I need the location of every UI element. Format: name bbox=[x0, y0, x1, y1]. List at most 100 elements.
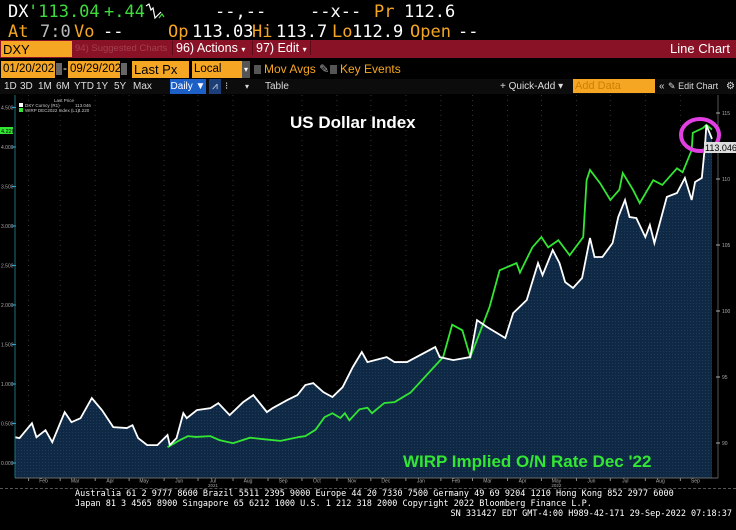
checkbox-icon bbox=[330, 65, 337, 75]
sparkline-icon bbox=[145, 3, 165, 20]
bid-ask-size: --x-- bbox=[310, 2, 362, 22]
legend-swatch-dxy bbox=[19, 103, 23, 107]
add-data-input[interactable]: Add Data bbox=[573, 79, 655, 93]
period-button-6m[interactable]: 6M bbox=[56, 81, 70, 92]
calendar-icon[interactable] bbox=[56, 63, 62, 75]
chevron-down-icon: ▾ bbox=[241, 45, 246, 54]
open-interest-value: -- bbox=[458, 22, 479, 42]
y-left-tick-label: 1.000 bbox=[1, 382, 14, 388]
edit-label: 97) Edit bbox=[256, 41, 300, 55]
period-button-1d[interactable]: 1D bbox=[4, 81, 17, 92]
x-tick-label: Jun bbox=[587, 479, 595, 485]
y-left-tick-label: 3.500 bbox=[1, 185, 14, 191]
actions-menu[interactable]: 96) Actions ▾ bbox=[172, 41, 248, 55]
high-label: Hi bbox=[252, 22, 273, 42]
line-chart-icon[interactable]: ⩘ bbox=[209, 79, 221, 94]
open-interest-label: Open bbox=[410, 22, 451, 42]
wirp-last-tag-text: 4.220 bbox=[1, 129, 15, 135]
command-bar bbox=[0, 40, 736, 58]
y-right-tick-label: 100 bbox=[722, 309, 731, 315]
y-left-tick-label: 4.000 bbox=[1, 145, 14, 151]
x-tick-label: Sep bbox=[691, 479, 700, 485]
period-button-ytd[interactable]: YTD bbox=[74, 81, 94, 92]
legend-value-wirp: 4.220 bbox=[78, 108, 90, 113]
period-button-1y[interactable]: 1Y bbox=[96, 81, 109, 92]
y-left-tick-label: 2.500 bbox=[1, 264, 14, 270]
chevron-down-icon[interactable]: ▾ bbox=[245, 82, 250, 91]
ticker: DX bbox=[8, 2, 29, 22]
x-tick-label: Mar bbox=[483, 479, 492, 485]
dxy-area-fill bbox=[15, 125, 712, 479]
chart-type-label: Line Chart bbox=[670, 41, 730, 56]
y-right-tick-label: 110 bbox=[722, 177, 730, 183]
x-tick-label: Jan bbox=[417, 479, 425, 485]
footer-session: SN 331427 EDT GMT-4:00 H989-42-171 29-Se… bbox=[450, 509, 732, 519]
chevron-down-icon[interactable]: ▾ bbox=[242, 61, 250, 78]
dxy-series-line bbox=[14, 124, 713, 447]
y-left-tick-label: 0.000 bbox=[1, 461, 14, 467]
actions-label: 96) Actions bbox=[176, 41, 238, 55]
legend-header: Last Price bbox=[54, 98, 75, 103]
quick-add-button[interactable]: + Quick-Add ▾ bbox=[500, 81, 564, 92]
x-year-label: 2022 bbox=[551, 483, 562, 488]
suggested-charts-button[interactable]: 94) Suggested Charts bbox=[75, 43, 168, 54]
edit-menu[interactable]: 97) Edit ▾ bbox=[252, 41, 311, 55]
x-tick-label: Feb bbox=[39, 479, 48, 485]
y-left-tick-label: 2.000 bbox=[1, 303, 14, 309]
footer-contacts-1: Australia 61 2 9777 8600 Brazil 5511 239… bbox=[75, 489, 674, 499]
legend-swatch-wirp bbox=[19, 108, 23, 112]
period-button-max[interactable]: Max bbox=[133, 81, 152, 92]
legend-entry-dxy: DXY Curncy (R1) bbox=[25, 103, 60, 108]
edit-chart-button[interactable]: ✎ Edit Chart bbox=[668, 79, 718, 94]
crosshair-icon[interactable]: ⁝ bbox=[225, 81, 229, 92]
x-tick-label: May bbox=[139, 479, 149, 485]
y-right-tick-label: 95 bbox=[722, 375, 728, 381]
at-label: At bbox=[8, 22, 29, 42]
security-input[interactable]: DXY Curncy bbox=[1, 41, 72, 74]
footer-divider bbox=[0, 488, 736, 489]
checkbox-icon bbox=[254, 65, 261, 75]
x-tick-label: Aug bbox=[656, 479, 665, 485]
period-button-5y[interactable]: 5Y bbox=[114, 81, 127, 92]
gear-icon[interactable]: ⚙ bbox=[726, 81, 735, 92]
x-tick-label: Aug bbox=[244, 479, 253, 485]
volume-value: -- bbox=[103, 22, 124, 42]
y-right-tick-label: 105 bbox=[722, 243, 731, 249]
wirp-last-tag bbox=[0, 127, 13, 134]
mov-avgs-toggle[interactable]: Mov Avgs ✎ bbox=[254, 62, 329, 76]
at-value: 7:0 bbox=[40, 22, 71, 42]
period-button-1m[interactable]: 1M bbox=[38, 81, 52, 92]
price-change: +.44 bbox=[104, 2, 145, 22]
x-tick-label: Apr bbox=[519, 479, 527, 485]
last-price: '113.04 bbox=[28, 2, 100, 22]
x-tick-label: May bbox=[552, 479, 562, 485]
y-left-tick-label: 1.500 bbox=[1, 343, 14, 349]
x-tick-label: Apr bbox=[106, 479, 114, 485]
prev-value: 112.6 bbox=[404, 2, 456, 22]
table-button[interactable]: Table bbox=[265, 81, 289, 92]
footer-contacts-2: Japan 81 3 4565 8900 Singapore 65 6212 1… bbox=[75, 499, 592, 509]
key-events-label: Key Events bbox=[340, 62, 401, 76]
prev-label: Pr bbox=[374, 2, 395, 22]
legend-value-dxy: 113.046 bbox=[75, 103, 91, 108]
volume-label: Vo bbox=[74, 22, 95, 42]
currency-select[interactable]: Local CCY bbox=[192, 61, 242, 92]
y-left-tick-label: 3.000 bbox=[1, 224, 14, 230]
y-right-tick-label: 90 bbox=[722, 441, 728, 447]
y-right-tick-label: 115 bbox=[722, 111, 730, 117]
collapse-icon[interactable]: « bbox=[659, 81, 665, 92]
end-date-input[interactable]: 09/29/2022 bbox=[68, 61, 128, 78]
start-date-input[interactable]: 01/20/2021 bbox=[1, 61, 61, 78]
key-events-toggle[interactable]: Key Events bbox=[330, 62, 401, 76]
date-separator: - bbox=[63, 61, 67, 75]
period-button-3d[interactable]: 3D bbox=[20, 81, 33, 92]
field-select[interactable]: Last Px bbox=[132, 61, 189, 78]
chart-title: US Dollar Index bbox=[290, 113, 416, 132]
x-tick-label: Jul bbox=[622, 479, 628, 485]
dxy-last-tag-text: 113.046 bbox=[705, 143, 736, 153]
calendar-icon[interactable] bbox=[121, 63, 127, 75]
bid-ask: --,-- bbox=[215, 2, 267, 22]
frequency-select[interactable]: Daily ▼ bbox=[170, 79, 206, 94]
pencil-icon: ✎ bbox=[668, 81, 676, 91]
